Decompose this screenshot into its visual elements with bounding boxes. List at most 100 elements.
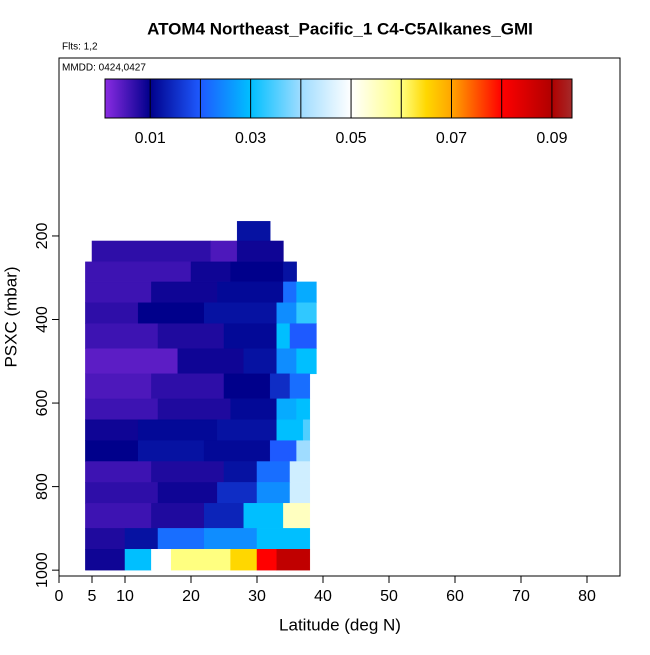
curtain-cell	[137, 440, 205, 462]
curtain-cell	[85, 528, 126, 550]
colorbar-tick-label: 0.05	[335, 130, 366, 147]
curtain-cell	[302, 419, 311, 441]
curtain-cell	[230, 398, 278, 421]
curtain-cell	[217, 419, 278, 441]
curtain-cell	[177, 348, 245, 375]
curtain-cell	[203, 302, 278, 324]
curtain-cell	[223, 461, 258, 483]
x-tick-label: 10	[116, 588, 134, 605]
flights-note: Flts: 1,2	[62, 42, 98, 53]
curtain-cell	[289, 323, 317, 349]
curtain-cell	[137, 302, 205, 324]
curtain-cell	[243, 348, 278, 375]
curtain-cell	[85, 302, 139, 324]
curtain-cell	[217, 281, 284, 304]
curtain-cell	[283, 281, 297, 304]
curtain-cell	[230, 261, 284, 283]
curtain-cell	[210, 240, 238, 263]
curtain-cell	[85, 373, 152, 400]
curtain-cell	[85, 398, 159, 421]
curtain-cell	[151, 461, 225, 483]
curtain-cell	[276, 398, 297, 421]
x-tick-label: 40	[314, 588, 332, 605]
y-tick-label: 200	[34, 223, 51, 250]
curtain-cell	[85, 440, 139, 462]
curtain-cell	[256, 528, 311, 550]
x-tick-label: 30	[248, 588, 266, 605]
y-tick-label: 600	[34, 390, 51, 417]
curtain-cell	[296, 281, 317, 304]
colorbar-tick-label: 0.01	[135, 130, 166, 147]
curtain-cell	[236, 221, 271, 243]
x-tick-label: 80	[578, 588, 596, 605]
x-tick-label: 70	[512, 588, 530, 605]
curtain-cell	[296, 398, 311, 421]
x-tick-label: 50	[380, 588, 398, 605]
curtain-cell	[269, 440, 297, 462]
curtain-cell	[276, 549, 311, 571]
curtain-cell	[223, 373, 271, 400]
curtain-cell	[236, 240, 284, 263]
curtain-cell	[203, 528, 258, 550]
colorbar-tick-label: 0.09	[536, 130, 567, 147]
curtain-cell	[190, 261, 231, 283]
y-tick-label: 1000	[34, 552, 51, 588]
curtain-cell	[85, 461, 152, 483]
curtain-cell	[85, 419, 139, 441]
curtain-cell	[157, 398, 231, 421]
y-tick-label: 800	[34, 473, 51, 500]
x-tick-label: 0	[55, 588, 64, 605]
curtain-cell	[85, 323, 159, 349]
curtain-cell	[269, 373, 291, 400]
curtain-cell	[85, 549, 126, 571]
curtain-cell	[137, 419, 218, 441]
curtain-cell	[217, 482, 258, 504]
curtain-cell	[283, 261, 297, 283]
curtain-cell	[157, 528, 205, 550]
curtain-cell	[203, 503, 245, 529]
curtain-cell	[296, 302, 317, 324]
curtain-cell	[85, 482, 159, 504]
curtain-cell	[85, 281, 152, 304]
date-note: MMDD: 0424,0427	[62, 63, 146, 74]
curtain-cell	[85, 503, 152, 529]
curtain-cell	[230, 549, 258, 571]
curtain-cell	[223, 323, 278, 349]
curtain-cell	[243, 503, 284, 529]
y-axis-label: PSXC (mbar)	[1, 266, 20, 367]
curtain-cell	[289, 373, 311, 400]
curtain-cell	[91, 240, 212, 263]
curtain-cell	[85, 348, 179, 375]
curtain-cell	[276, 323, 291, 349]
x-tick-label: 5	[88, 588, 97, 605]
curtain-cell	[203, 440, 271, 462]
curtain-cell	[276, 419, 304, 441]
curtain-cell	[124, 549, 152, 571]
curtain-cell	[157, 323, 225, 349]
chart-title: ATOM4 Northeast_Pacific_1 C4-C5Alkanes_G…	[147, 19, 533, 38]
curtain-cell	[296, 348, 317, 375]
curtain-cell	[296, 440, 311, 462]
y-tick-label: 400	[34, 306, 51, 333]
curtain-cell	[157, 482, 218, 504]
curtain-cell	[85, 261, 192, 283]
curtain-cell	[124, 528, 159, 550]
curtain-cell	[276, 348, 297, 375]
curtain-cell	[170, 549, 231, 571]
curtain-cell	[256, 549, 278, 571]
curtain-cell	[151, 503, 205, 529]
curtain-cell	[256, 482, 291, 504]
colorbar-tick-label: 0.03	[235, 130, 266, 147]
curtain-cell	[289, 482, 311, 504]
curtain-cell	[151, 549, 172, 571]
x-tick-label: 60	[446, 588, 464, 605]
curtain-cell	[151, 373, 225, 400]
colorbar-tick-label: 0.07	[436, 130, 467, 147]
x-axis-label: Latitude (deg N)	[279, 615, 401, 634]
curtain-cell	[256, 461, 291, 483]
curtain-cell	[289, 461, 311, 483]
curtain-cell	[283, 503, 311, 529]
curtain-cell	[276, 302, 297, 324]
x-tick-label: 20	[182, 588, 200, 605]
